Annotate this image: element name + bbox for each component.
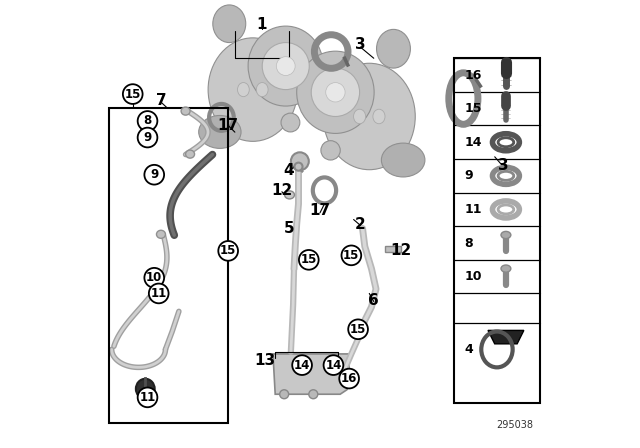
Text: 5: 5 <box>284 221 294 236</box>
Ellipse shape <box>381 143 425 177</box>
Polygon shape <box>273 354 349 394</box>
Circle shape <box>138 111 157 131</box>
Ellipse shape <box>309 390 318 399</box>
Text: 12: 12 <box>271 183 292 198</box>
Ellipse shape <box>281 113 300 132</box>
Text: 15: 15 <box>220 244 236 258</box>
Text: 8: 8 <box>465 237 474 250</box>
Text: 295038: 295038 <box>496 420 533 430</box>
Ellipse shape <box>498 138 514 147</box>
Text: 4: 4 <box>284 163 294 178</box>
Ellipse shape <box>311 68 360 116</box>
Text: 17: 17 <box>218 118 239 133</box>
Circle shape <box>348 319 368 339</box>
Text: 3: 3 <box>355 37 365 52</box>
Ellipse shape <box>501 265 511 272</box>
Circle shape <box>145 165 164 185</box>
Text: 11: 11 <box>465 203 482 216</box>
Ellipse shape <box>213 5 246 43</box>
Text: 10: 10 <box>465 270 482 283</box>
Ellipse shape <box>157 230 165 238</box>
Text: 9: 9 <box>150 168 158 181</box>
Ellipse shape <box>498 205 514 214</box>
Ellipse shape <box>326 82 345 102</box>
Ellipse shape <box>321 141 340 160</box>
Circle shape <box>299 250 319 270</box>
Ellipse shape <box>501 231 511 238</box>
Text: 16: 16 <box>341 372 357 385</box>
Ellipse shape <box>276 56 295 76</box>
Text: 10: 10 <box>146 271 163 284</box>
Text: 6: 6 <box>369 293 379 308</box>
Ellipse shape <box>248 26 323 106</box>
Text: 16: 16 <box>465 69 482 82</box>
Polygon shape <box>385 246 401 252</box>
Ellipse shape <box>186 150 195 158</box>
Text: 15: 15 <box>301 253 317 267</box>
Text: 2: 2 <box>355 216 365 232</box>
Text: 15: 15 <box>350 323 366 336</box>
Ellipse shape <box>323 63 415 170</box>
Circle shape <box>342 246 361 265</box>
Text: 14: 14 <box>465 136 482 149</box>
Ellipse shape <box>285 191 294 199</box>
Ellipse shape <box>294 163 303 171</box>
Bar <box>109 108 228 423</box>
Text: 8: 8 <box>143 114 152 128</box>
Ellipse shape <box>237 82 249 97</box>
Circle shape <box>218 241 238 261</box>
Text: 3: 3 <box>499 158 509 173</box>
Ellipse shape <box>376 30 410 68</box>
Ellipse shape <box>198 116 241 148</box>
Ellipse shape <box>280 390 289 399</box>
Ellipse shape <box>257 82 268 97</box>
Circle shape <box>339 369 359 388</box>
Ellipse shape <box>373 109 385 124</box>
Text: 1: 1 <box>257 17 267 32</box>
Ellipse shape <box>136 379 155 399</box>
Polygon shape <box>488 331 524 344</box>
Ellipse shape <box>498 172 514 181</box>
Circle shape <box>292 355 312 375</box>
Text: 15: 15 <box>465 102 482 115</box>
Bar <box>454 58 540 403</box>
Text: 17: 17 <box>309 203 331 218</box>
Circle shape <box>138 388 157 407</box>
Text: 11: 11 <box>150 287 167 300</box>
Text: 9: 9 <box>465 169 474 182</box>
Text: 15: 15 <box>125 87 141 101</box>
Ellipse shape <box>353 109 365 124</box>
Text: 14: 14 <box>294 358 310 372</box>
Circle shape <box>324 355 343 375</box>
Ellipse shape <box>181 107 190 115</box>
Text: 13: 13 <box>255 353 276 368</box>
Text: 14: 14 <box>325 358 342 372</box>
Ellipse shape <box>297 51 374 134</box>
Circle shape <box>145 268 164 288</box>
Text: 11: 11 <box>140 391 156 404</box>
Ellipse shape <box>291 152 309 170</box>
Text: 15: 15 <box>343 249 360 262</box>
Text: 7: 7 <box>156 93 166 108</box>
Ellipse shape <box>262 43 309 90</box>
Text: 12: 12 <box>390 243 412 258</box>
Text: 9: 9 <box>143 131 152 144</box>
Ellipse shape <box>208 38 298 141</box>
Circle shape <box>123 84 143 104</box>
Circle shape <box>149 284 168 303</box>
Text: 4: 4 <box>465 343 474 356</box>
Circle shape <box>138 128 157 147</box>
